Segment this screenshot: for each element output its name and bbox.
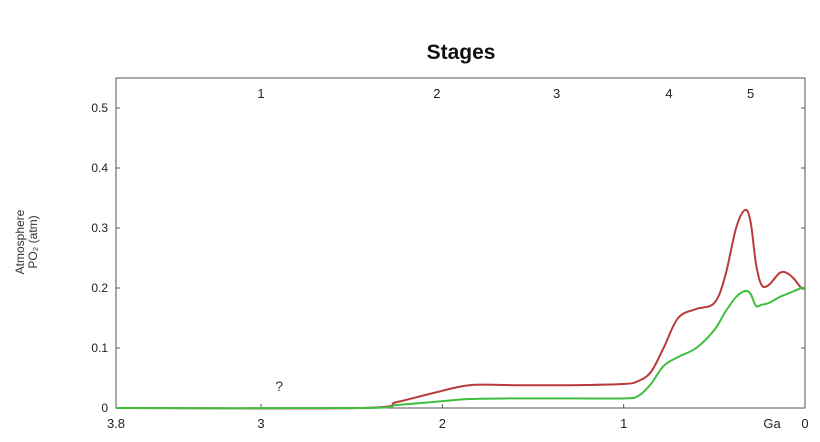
y-axis-label-line2: PO₂ (atm) — [26, 215, 40, 268]
x-tick-label: 0 — [801, 416, 808, 431]
x-tick-label: 3.8 — [107, 416, 125, 431]
stage-label: 4 — [665, 86, 672, 101]
stage-label: 2 — [433, 86, 440, 101]
y-tick-label: 0 — [101, 401, 108, 415]
x-tick-label: 3 — [257, 416, 264, 431]
y-tick-label: 0.1 — [91, 341, 108, 355]
y-tick-label: 0.4 — [91, 161, 108, 175]
series-line-2 — [115, 286, 806, 410]
y-tick-label: 0.5 — [91, 101, 108, 115]
plot-frame — [115, 77, 806, 409]
stage-labels: 1 2 3 4 5 — [257, 86, 754, 101]
y-axis-label: Atmosphere PO₂ (atm) — [13, 209, 40, 274]
stage-label: 1 — [257, 86, 264, 101]
annotations: ? — [275, 378, 283, 394]
stage-label: 5 — [747, 86, 754, 101]
series-line-1 — [115, 208, 806, 410]
annotation-question-mark: ? — [275, 378, 283, 394]
series-layer — [115, 208, 806, 410]
stage-label: 3 — [553, 86, 560, 101]
x-tick-label: 1 — [620, 416, 627, 431]
x-tick-label: 2 — [439, 416, 446, 431]
chart-title: Stages — [427, 41, 496, 64]
y-axis-label-line1: Atmosphere — [13, 209, 27, 274]
x-axis: 3.8 3 2 1 0 — [107, 404, 809, 431]
x-axis-unit: Ga — [763, 416, 781, 431]
y-axis: 0 0.1 0.2 0.3 0.4 0.5 — [91, 101, 805, 415]
y-tick-label: 0.2 — [91, 281, 108, 295]
y-tick-label: 0.3 — [91, 221, 108, 235]
